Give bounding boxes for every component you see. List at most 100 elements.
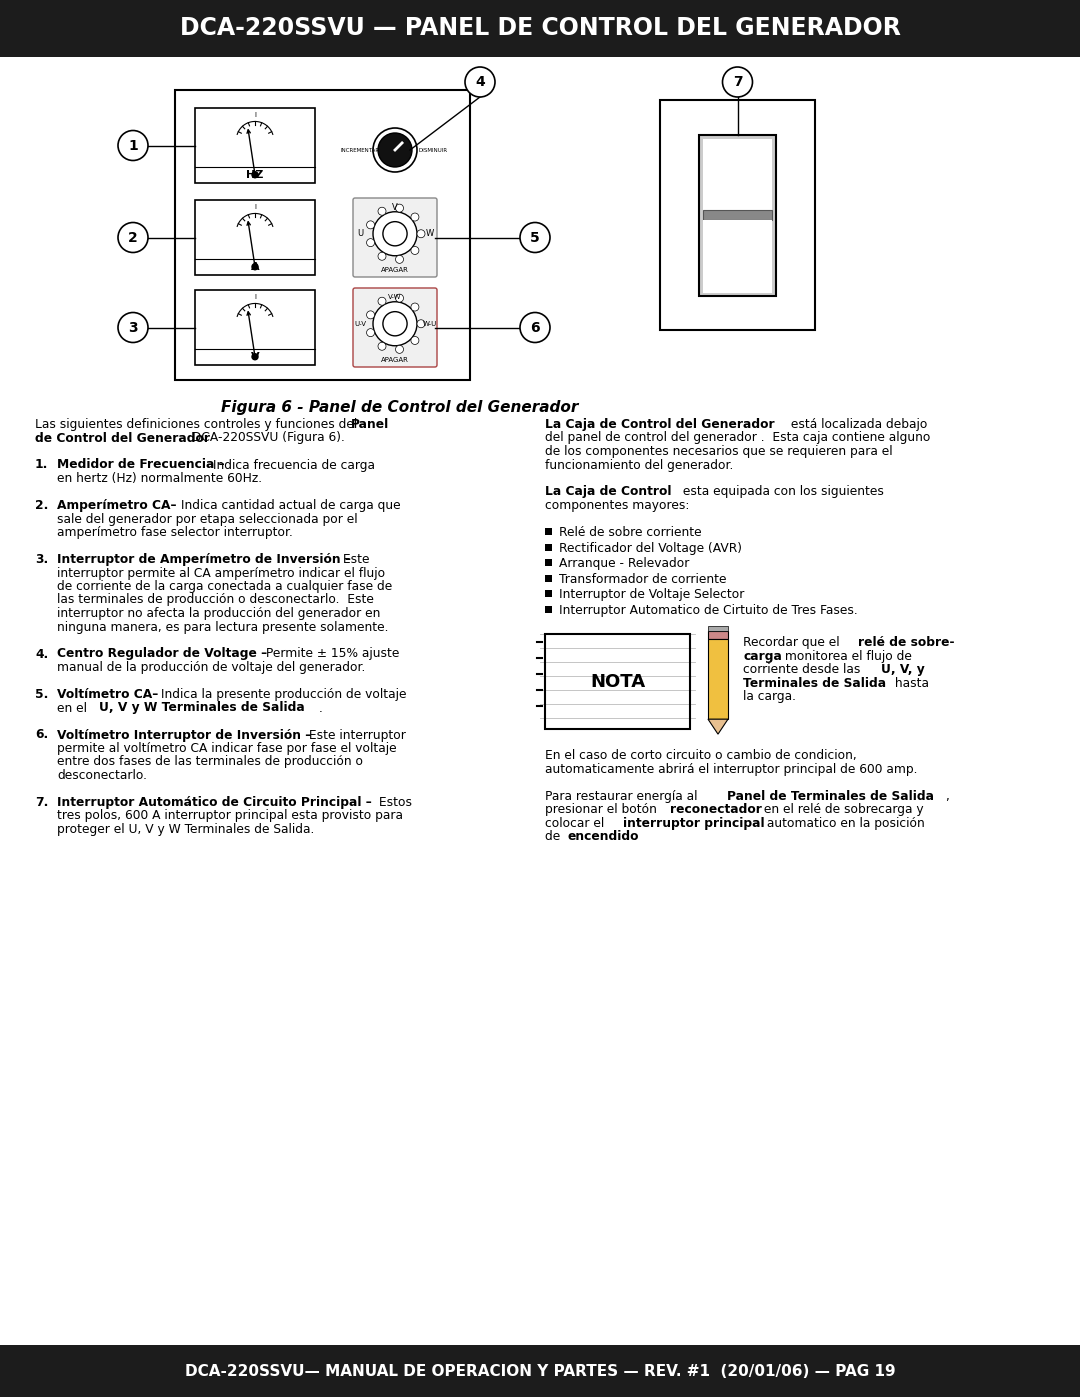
Text: de corriente de la carga conectada a cualquier fase de: de corriente de la carga conectada a cua… xyxy=(57,580,392,592)
Circle shape xyxy=(366,328,375,337)
Text: U: U xyxy=(356,229,363,239)
Circle shape xyxy=(252,264,258,270)
Text: Interruptor Automático de Circuito Principal –: Interruptor Automático de Circuito Princ… xyxy=(57,796,372,809)
Text: reconectador: reconectador xyxy=(670,803,761,816)
Text: 6: 6 xyxy=(530,320,540,334)
Text: APAGAR: APAGAR xyxy=(381,358,409,363)
Text: relé de sobre-: relé de sobre- xyxy=(858,636,955,650)
Bar xyxy=(545,559,552,566)
Bar xyxy=(660,101,815,330)
Text: En el caso de corto circuito o cambio de condicion,: En el caso de corto circuito o cambio de… xyxy=(545,749,856,763)
Circle shape xyxy=(252,172,258,177)
Text: automaticamente abrirá el interruptor principal de 600 amp.: automaticamente abrirá el interruptor pr… xyxy=(545,763,918,775)
Text: en hertz (Hz) normalmente 60Hz.: en hertz (Hz) normalmente 60Hz. xyxy=(57,472,262,485)
Circle shape xyxy=(378,298,386,305)
Text: Voltímetro Interruptor de Inversión –: Voltímetro Interruptor de Inversión – xyxy=(57,728,311,742)
Bar xyxy=(195,291,315,365)
Text: La Caja de Control del Generador: La Caja de Control del Generador xyxy=(545,418,774,432)
Circle shape xyxy=(410,337,419,345)
Text: U-V: U-V xyxy=(354,321,366,327)
Circle shape xyxy=(410,212,419,221)
Text: La Caja de Control: La Caja de Control xyxy=(545,486,672,499)
Text: .: . xyxy=(319,701,323,714)
Circle shape xyxy=(465,67,495,96)
Circle shape xyxy=(252,353,258,360)
Text: Centro Regulador de Voltage –: Centro Regulador de Voltage – xyxy=(57,647,267,661)
Circle shape xyxy=(519,313,550,342)
Text: Las siguientes definiciones controles y funciones del: Las siguientes definiciones controles y … xyxy=(35,418,361,432)
Text: Arranque - Relevador: Arranque - Relevador xyxy=(559,557,689,570)
Text: Recordar que el: Recordar que el xyxy=(743,636,843,650)
Text: amperímetro fase selector interruptor.: amperímetro fase selector interruptor. xyxy=(57,527,293,539)
Text: esta equipada con los siguientes: esta equipada con los siguientes xyxy=(679,486,883,499)
Circle shape xyxy=(378,133,411,168)
Bar xyxy=(699,134,777,296)
Text: DCA-220SSVU— MANUAL DE OPERACION Y PARTES — REV. #1  (20/01/06) — PAG 19: DCA-220SSVU— MANUAL DE OPERACION Y PARTE… xyxy=(185,1363,895,1379)
Text: en el relé de sobrecarga y: en el relé de sobrecarga y xyxy=(760,803,923,816)
Text: 2.: 2. xyxy=(35,499,49,511)
Text: corriente desde las: corriente desde las xyxy=(743,664,864,676)
Bar xyxy=(545,634,690,729)
Bar xyxy=(545,543,552,550)
Text: V-W: V-W xyxy=(388,293,402,300)
Text: de los componentes necesarios que se requieren para el: de los componentes necesarios que se req… xyxy=(545,446,893,458)
Text: Figura 6 - Panel de Control del Generador: Figura 6 - Panel de Control del Generado… xyxy=(221,400,579,415)
Text: V: V xyxy=(251,352,259,362)
Text: 5.: 5. xyxy=(35,687,49,701)
Circle shape xyxy=(395,256,404,264)
Text: .: . xyxy=(633,830,637,844)
Bar xyxy=(703,138,772,215)
Bar xyxy=(195,108,315,183)
Circle shape xyxy=(417,229,426,237)
Circle shape xyxy=(373,302,417,345)
Text: Interruptor Automatico de Cirtuito de Tres Fases.: Interruptor Automatico de Cirtuito de Tr… xyxy=(559,604,858,616)
Bar xyxy=(175,89,470,380)
Bar xyxy=(545,574,552,581)
Bar xyxy=(708,626,728,631)
Text: Este interruptor: Este interruptor xyxy=(305,728,406,742)
Circle shape xyxy=(378,207,386,215)
Text: 1.: 1. xyxy=(35,458,49,472)
Text: Panel de Terminales de Salida: Panel de Terminales de Salida xyxy=(727,789,934,803)
Text: la carga.: la carga. xyxy=(743,690,796,703)
Polygon shape xyxy=(708,719,728,735)
Text: Amperímetro CA–: Amperímetro CA– xyxy=(57,499,176,511)
Text: 6.: 6. xyxy=(35,728,49,742)
Text: Permite ± 15% ajuste: Permite ± 15% ajuste xyxy=(262,647,400,661)
Text: presionar el botón: presionar el botón xyxy=(545,803,661,816)
Text: componentes mayores:: componentes mayores: xyxy=(545,499,689,511)
Text: de: de xyxy=(545,830,564,844)
Text: A: A xyxy=(251,261,259,272)
Text: Transformador de corriente: Transformador de corriente xyxy=(559,573,727,585)
Text: DCA-220SSVU (Figura 6).: DCA-220SSVU (Figura 6). xyxy=(188,432,345,444)
Text: interruptor permite al CA amperímetro indicar el flujo: interruptor permite al CA amperímetro in… xyxy=(57,567,386,580)
FancyBboxPatch shape xyxy=(353,288,437,367)
Text: Rectificador del Voltage (AVR): Rectificador del Voltage (AVR) xyxy=(559,542,742,555)
Text: Relé de sobre corriente: Relé de sobre corriente xyxy=(559,527,702,539)
Text: Este: Este xyxy=(339,553,369,566)
Text: APAGAR: APAGAR xyxy=(381,267,409,272)
Text: 2: 2 xyxy=(129,231,138,244)
Bar xyxy=(545,590,552,597)
Text: W-U: W-U xyxy=(423,321,437,327)
Circle shape xyxy=(118,313,148,342)
Text: ninguna manera, es para lectura presente solamente.: ninguna manera, es para lectura presente… xyxy=(57,620,389,633)
Text: Interruptor de Voltaje Selector: Interruptor de Voltaje Selector xyxy=(559,588,744,601)
Text: I: I xyxy=(254,204,256,211)
Text: hasta: hasta xyxy=(891,676,929,690)
Text: manual de la producción de voltaje del generador.: manual de la producción de voltaje del g… xyxy=(57,661,365,673)
Text: entre dos fases de las terminales de producción o: entre dos fases de las terminales de pro… xyxy=(57,756,363,768)
Circle shape xyxy=(417,320,426,328)
Circle shape xyxy=(395,204,404,212)
Text: 4.: 4. xyxy=(35,647,49,661)
Text: I: I xyxy=(254,112,256,119)
Text: DISMINUIR: DISMINUIR xyxy=(418,148,447,152)
Text: Indica cantidad actual de carga que: Indica cantidad actual de carga que xyxy=(177,499,401,511)
Text: DCA-220SSVU — PANEL DE CONTROL DEL GENERADOR: DCA-220SSVU — PANEL DE CONTROL DEL GENER… xyxy=(179,15,901,41)
Bar xyxy=(703,219,772,292)
Text: las terminales de producción o desconectarlo.  Este: las terminales de producción o desconect… xyxy=(57,594,374,606)
Text: W: W xyxy=(426,229,434,239)
Circle shape xyxy=(378,253,386,260)
Circle shape xyxy=(519,222,550,253)
Text: Indica frecuencia de carga: Indica frecuencia de carga xyxy=(210,458,375,472)
